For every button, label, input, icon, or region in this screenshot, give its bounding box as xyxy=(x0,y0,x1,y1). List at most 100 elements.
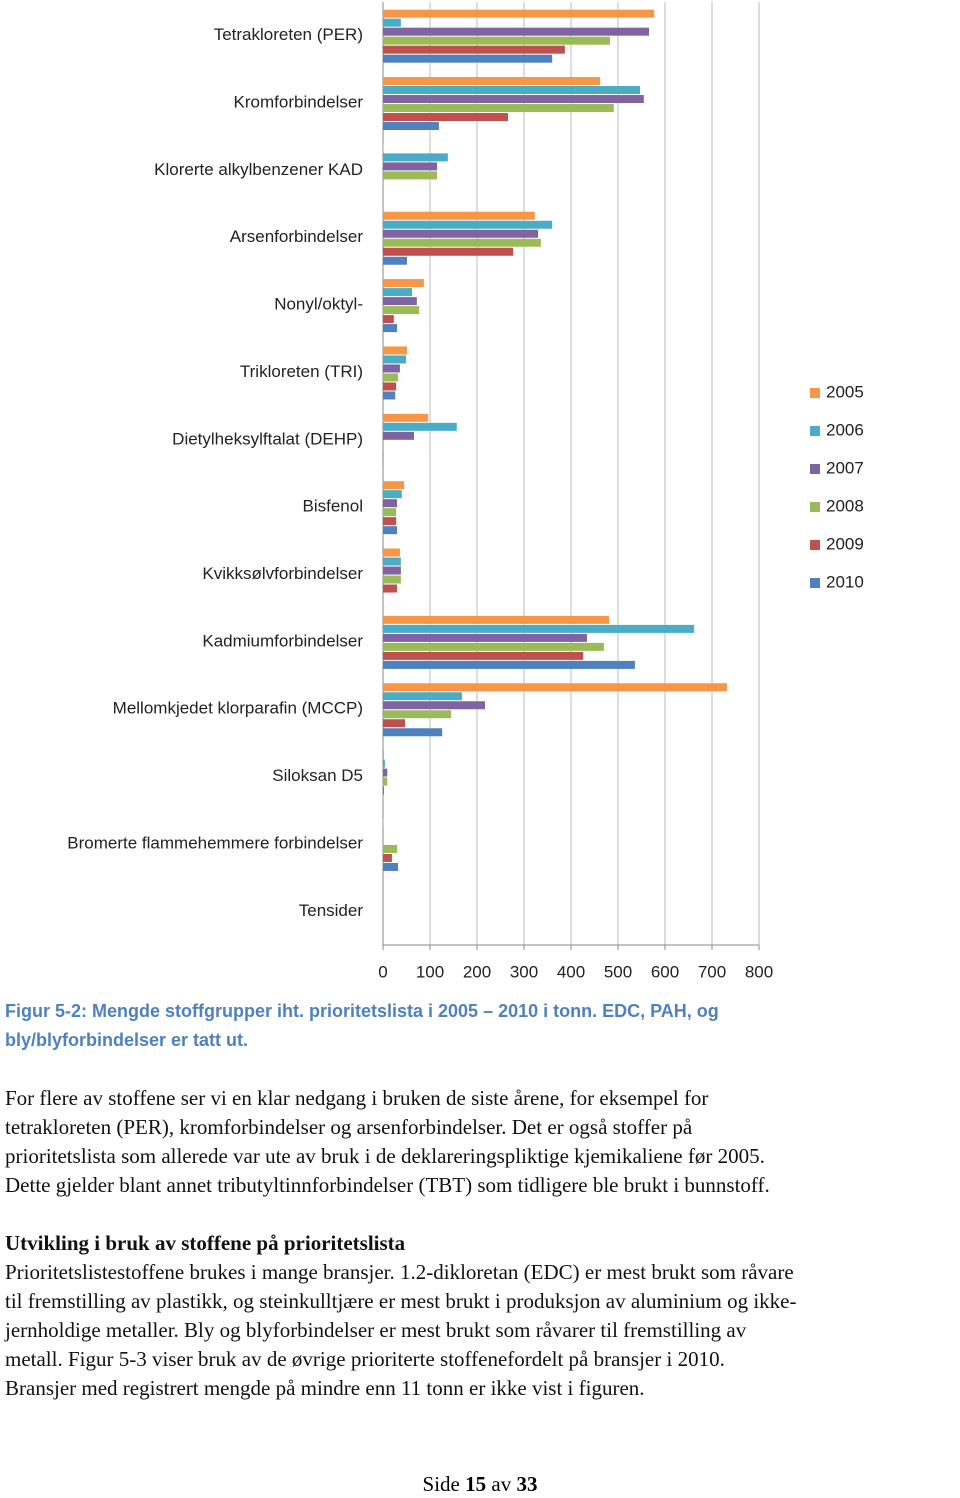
bar xyxy=(383,279,424,288)
bar xyxy=(383,171,438,180)
figure-caption: Figur 5-2: Mengde stoffgrupper iht. prio… xyxy=(5,1001,719,1021)
bar xyxy=(383,777,388,786)
category-label: Kromforbindelser xyxy=(234,93,364,112)
page-footer: Side 15 av 33 xyxy=(0,1472,960,1497)
category-label: Kadmiumforbindelser xyxy=(202,631,363,650)
bar xyxy=(383,642,604,651)
x-tick-label: 800 xyxy=(745,962,773,981)
bar xyxy=(383,557,401,566)
footer-page: 15 xyxy=(465,1472,487,1496)
paragraph-line: til fremstilling av plastikk, og steinku… xyxy=(5,1289,797,1313)
bar xyxy=(383,315,394,324)
category-label: Siloksan D5 xyxy=(272,766,363,785)
bar xyxy=(383,575,401,584)
bar xyxy=(383,364,400,373)
bar xyxy=(383,256,407,265)
paragraph-line: Bransjer med registrert mengde på mindre… xyxy=(5,1376,645,1400)
footer-text: av xyxy=(491,1472,512,1496)
legend-swatch xyxy=(810,578,820,588)
category-label: Bisfenol xyxy=(303,497,363,516)
legend-label: 2008 xyxy=(826,496,864,515)
category-label: Klorerte alkylbenzener KAD xyxy=(154,160,363,179)
bar xyxy=(383,229,539,238)
paragraph-line: Dette gjelder blant annet tributyltinnfo… xyxy=(5,1173,770,1197)
bar xyxy=(383,391,396,400)
bar xyxy=(383,45,565,54)
legend-swatch xyxy=(810,426,820,436)
bar xyxy=(383,660,635,669)
bar xyxy=(383,526,398,535)
bar xyxy=(383,36,611,45)
bar xyxy=(383,153,448,162)
bar xyxy=(383,9,655,18)
category-label: Bromerte flammehemmere forbindelser xyxy=(67,833,363,852)
x-tick-label: 600 xyxy=(651,962,679,981)
bar xyxy=(383,27,650,36)
footer-total: 33 xyxy=(516,1472,538,1496)
paragraph-line: Prioritetslistestoffene brukes i mange b… xyxy=(5,1260,794,1284)
legend-label: 2006 xyxy=(826,420,864,439)
category-label: Tetrakloreten (PER) xyxy=(214,25,363,44)
x-tick-label: 0 xyxy=(378,962,387,981)
bar xyxy=(383,683,728,692)
bar xyxy=(383,324,398,333)
bar xyxy=(383,615,610,624)
bar xyxy=(383,382,397,391)
category-label: Mellomkjedet klorparafin (MCCP) xyxy=(113,699,363,718)
bar xyxy=(383,490,402,499)
legend-label: 2009 xyxy=(826,534,864,553)
legend-swatch xyxy=(810,464,820,474)
bar xyxy=(383,728,443,737)
bar xyxy=(383,373,399,382)
bar xyxy=(383,719,406,728)
bar xyxy=(383,566,401,575)
x-tick-label: 100 xyxy=(416,962,444,981)
bar xyxy=(383,18,401,27)
bar xyxy=(383,692,462,701)
legend-label: 2007 xyxy=(826,458,864,477)
bar xyxy=(383,651,584,660)
bar xyxy=(383,517,397,526)
x-tick-label: 700 xyxy=(698,962,726,981)
legend-label: 2010 xyxy=(826,572,864,591)
category-label: Trikloreten (TRI) xyxy=(240,362,363,381)
legend-swatch xyxy=(810,502,820,512)
bar xyxy=(383,162,438,171)
legend-swatch xyxy=(810,540,820,550)
category-label: Arsenforbindelser xyxy=(230,227,364,246)
x-tick-label: 300 xyxy=(510,962,538,981)
paragraph-line: jernholdige metaller. Bly og blyforbinde… xyxy=(5,1318,747,1342)
bar xyxy=(383,297,417,306)
chart: 0 100 200 300 400 500 600 700 800 Tetrakloreten (… xyxy=(67,2,864,981)
bar xyxy=(383,548,400,557)
legend-label: 2005 xyxy=(826,382,864,401)
section-heading: Utvikling i bruk av stoffene på priorite… xyxy=(5,1231,406,1255)
legend-swatch xyxy=(810,388,820,398)
bar xyxy=(383,844,398,853)
category-label: Tensider xyxy=(299,901,364,920)
bar xyxy=(383,862,399,871)
bar xyxy=(383,122,439,131)
paragraph-line: prioritetslista som allerede var ute av … xyxy=(5,1144,765,1168)
bar xyxy=(383,508,397,517)
bar xyxy=(383,355,407,364)
paragraph-line: tetrakloreten (PER), kromforbindelser og… xyxy=(5,1115,693,1139)
bar xyxy=(383,346,407,355)
paragraph-line: metall. Figur 5-3 viser bruk av de øvrig… xyxy=(5,1347,725,1371)
bar xyxy=(383,306,420,315)
category-label: Dietylheksylftalat (DEHP) xyxy=(172,429,363,448)
bar xyxy=(383,238,541,247)
bar xyxy=(383,768,388,777)
bar xyxy=(383,104,614,113)
bar xyxy=(383,853,392,862)
bar xyxy=(383,701,485,710)
bar xyxy=(383,77,601,86)
category-label: Kvikksølvforbindelser xyxy=(202,564,363,583)
bar xyxy=(383,422,457,431)
bar xyxy=(383,624,695,633)
footer-text: Side xyxy=(422,1472,460,1496)
paragraph-line: For flere av stoffene ser vi en klar ned… xyxy=(5,1086,709,1110)
figure-caption: bly/blyforbindelser er tatt ut. xyxy=(5,1030,249,1050)
bar xyxy=(383,759,385,768)
